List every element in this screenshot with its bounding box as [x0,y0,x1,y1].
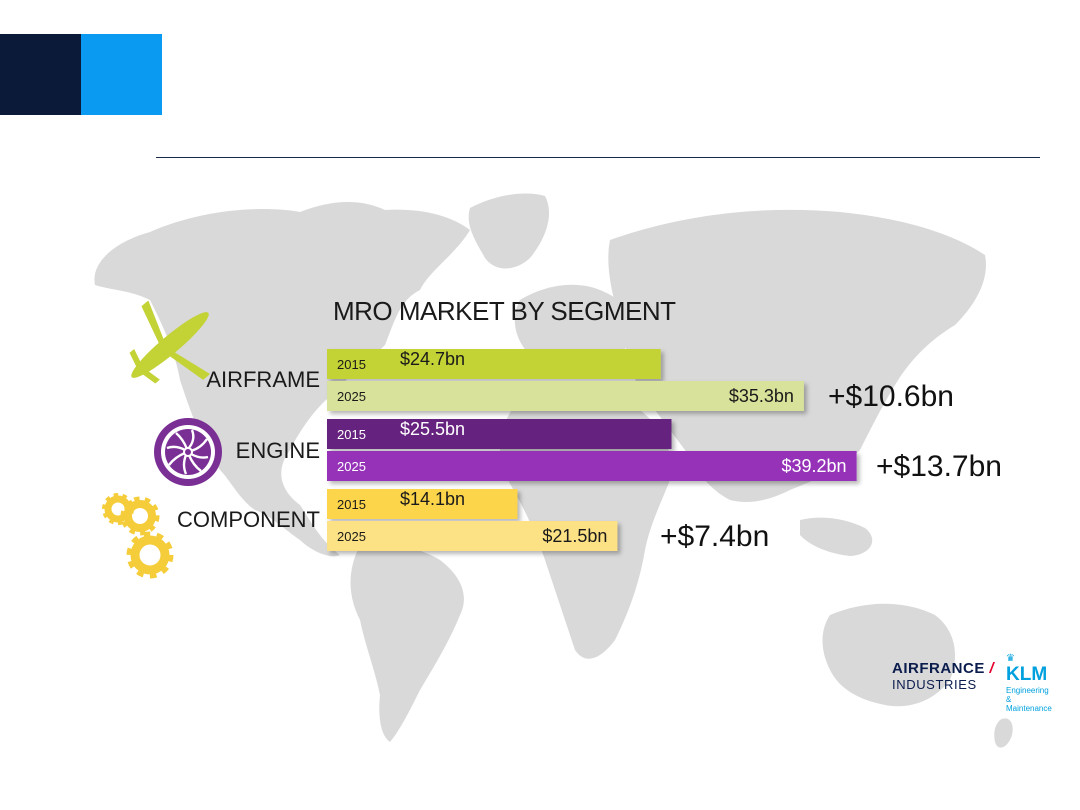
year-label-component-2015: 2015 [337,497,366,512]
delta-component: +$7.4bn [660,520,770,553]
continent-new-zealand [994,718,1013,748]
value-label-airframe-2025: $35.3bn [729,386,794,406]
logo-klm-sub1: Engineering & [1006,686,1049,704]
segment-label-engine: ENGINE [235,438,320,463]
logo-klm-name: KLM [1006,664,1048,685]
segment-label-airframe: AIRFRAME [206,367,320,392]
continent-greenland [468,193,550,269]
value-label-component-2025: $21.5bn [542,526,607,546]
segment-label-component: COMPONENT [177,507,320,532]
bar-component-2015 [327,489,518,519]
header-dark-block [0,34,81,115]
year-label-airframe-2015: 2015 [337,357,366,372]
value-label-engine-2025: $39.2bn [782,456,847,476]
bar-engine-2025 [327,451,857,481]
value-label-engine-2015: $25.5bn [400,419,465,439]
continent-asia [608,209,986,502]
year-label-engine-2015: 2015 [337,427,366,442]
delta-engine: +$13.7bn [876,450,1002,483]
value-label-airframe-2015: $24.7bn [400,349,465,369]
gears-icon [102,493,174,579]
continent-south-america [350,543,464,742]
company-logo: AIRFRANCE / INDUSTRIES ♛ KLM Engineering… [892,654,1052,714]
bar-engine-2015 [327,419,672,449]
year-label-airframe-2025: 2025 [337,389,366,404]
chart-title: MRO MARKET BY SEGMENT [333,296,676,326]
value-label-component-2015: $14.1bn [400,489,465,509]
continent-north-america [94,201,470,557]
logo-airfrance: AIRFRANCE / [892,660,995,677]
logo-industries: INDUSTRIES [892,677,977,692]
bar-airframe-2015 [327,349,661,379]
bar-airframe-2025 [327,381,804,411]
logo-klm-sub2: Maintenance [1006,704,1052,713]
continent-australia [822,603,955,707]
logo-klm: ♛ KLM Engineering & Maintenance [1006,653,1052,714]
continent-se-asia [800,517,873,556]
header-divider [156,157,1040,158]
crown-icon: ♛ [1006,653,1015,664]
delta-airframe: +$10.6bn [828,380,954,413]
jet-engine-icon [154,418,222,486]
year-label-component-2025: 2025 [337,529,366,544]
airplane-icon [129,300,211,384]
header-blue-block [81,34,162,115]
bar-component-2025 [327,521,618,551]
year-label-engine-2025: 2025 [337,459,366,474]
